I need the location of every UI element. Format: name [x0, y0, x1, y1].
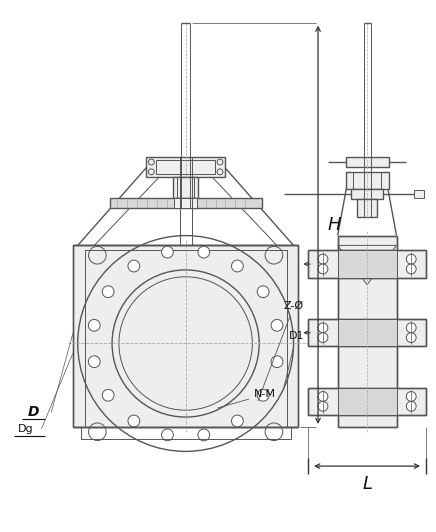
Circle shape: [406, 264, 416, 274]
Bar: [73, 245, 298, 427]
Circle shape: [102, 286, 114, 297]
Bar: [337, 319, 396, 346]
Bar: [156, 160, 215, 174]
Bar: [174, 198, 198, 208]
Bar: [308, 388, 426, 415]
Circle shape: [257, 286, 269, 297]
Circle shape: [406, 392, 416, 401]
Bar: [345, 157, 388, 167]
Text: Z-Ø: Z-Ø: [258, 301, 304, 401]
Bar: [85, 250, 286, 427]
Bar: [337, 250, 396, 278]
Circle shape: [406, 254, 416, 264]
Circle shape: [198, 429, 210, 441]
Bar: [337, 236, 396, 427]
Bar: [308, 250, 426, 278]
Bar: [177, 177, 194, 198]
Circle shape: [102, 389, 114, 401]
Text: Dg: Dg: [18, 424, 34, 434]
Circle shape: [271, 319, 283, 331]
Bar: [174, 177, 198, 198]
Circle shape: [162, 429, 174, 441]
Bar: [414, 190, 424, 198]
Text: D: D: [28, 405, 39, 419]
Text: N-M: N-M: [218, 389, 276, 408]
Circle shape: [318, 401, 328, 411]
Bar: [308, 388, 426, 415]
Bar: [337, 388, 396, 415]
Bar: [180, 198, 191, 208]
Bar: [345, 172, 388, 189]
Text: D1: D1: [284, 330, 304, 386]
Circle shape: [128, 415, 140, 427]
Circle shape: [128, 260, 140, 272]
Circle shape: [318, 264, 328, 274]
Circle shape: [318, 254, 328, 264]
Bar: [308, 319, 426, 346]
Circle shape: [318, 392, 328, 401]
Bar: [353, 172, 381, 189]
Bar: [308, 250, 426, 278]
Circle shape: [406, 332, 416, 343]
Circle shape: [89, 319, 100, 331]
Bar: [81, 427, 290, 439]
Circle shape: [318, 323, 328, 332]
Circle shape: [257, 389, 269, 401]
Circle shape: [232, 260, 243, 272]
Bar: [351, 189, 383, 200]
Bar: [73, 245, 298, 427]
Circle shape: [318, 332, 328, 343]
Circle shape: [198, 246, 210, 258]
Bar: [308, 319, 426, 346]
Bar: [109, 198, 262, 208]
Circle shape: [406, 401, 416, 411]
Circle shape: [232, 415, 243, 427]
Circle shape: [162, 246, 174, 258]
Bar: [337, 236, 396, 427]
Circle shape: [89, 356, 100, 368]
Circle shape: [271, 356, 283, 368]
Circle shape: [406, 323, 416, 332]
Text: H: H: [328, 216, 341, 234]
Bar: [357, 200, 377, 217]
Bar: [146, 157, 225, 177]
Text: L: L: [362, 475, 372, 493]
